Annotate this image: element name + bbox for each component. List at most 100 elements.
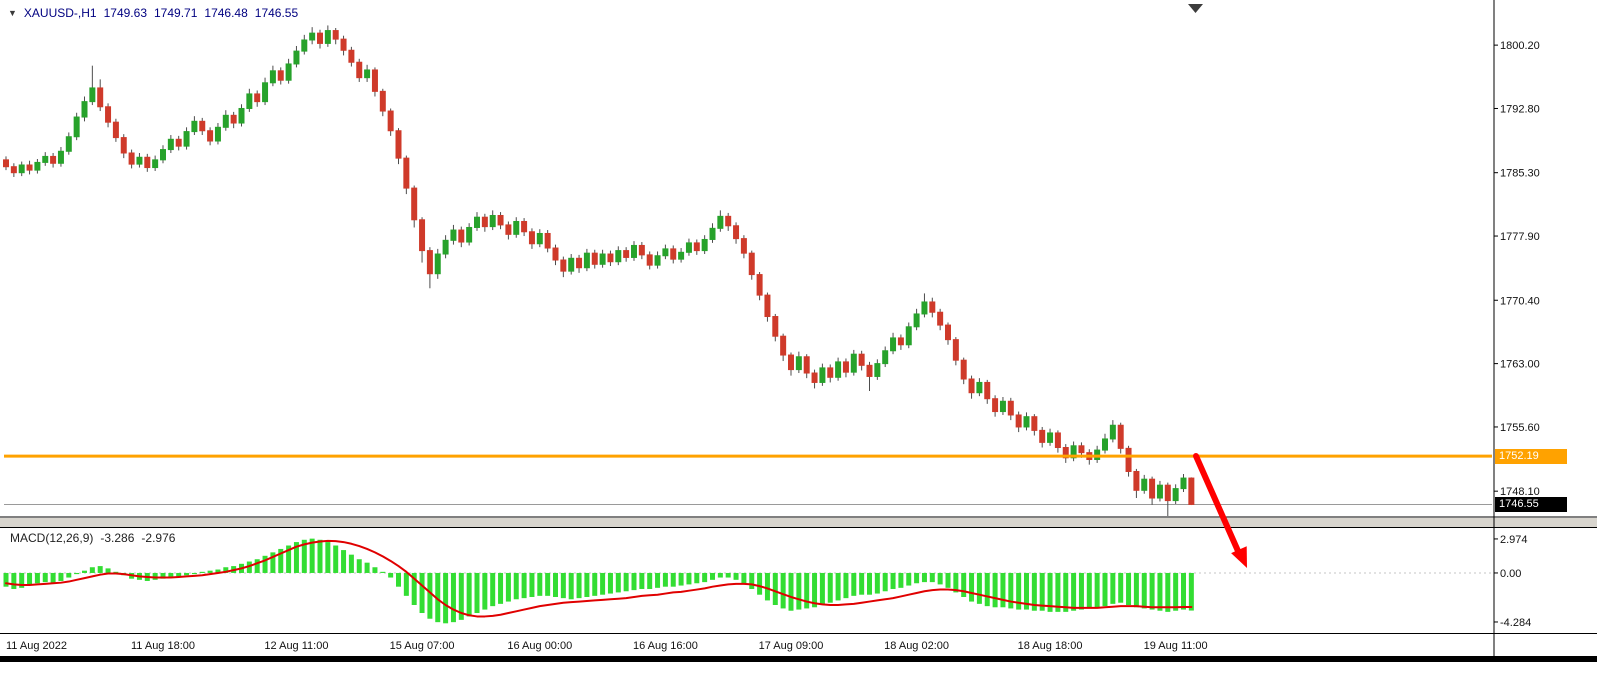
macd-histogram-bar [215,569,221,573]
macd-histogram-bar [435,572,441,623]
macd-histogram-bar [490,572,496,607]
macd-histogram-bar [66,572,72,578]
candle-body [795,356,802,371]
candle-body [152,159,159,169]
macd-histogram-bar [631,572,637,591]
time-axis-label: 12 Aug 11:00 [264,640,328,652]
macd-histogram-bar [317,539,323,573]
candle-body [536,232,543,245]
macd-histogram-bar [694,572,700,584]
macd-histogram-bar [74,572,80,575]
candle-body [112,121,119,139]
macd-histogram-bar [1118,572,1124,603]
candle-body [560,259,567,272]
macd-histogram-bar [710,572,715,580]
macd-histogram-bar [576,572,582,599]
macd-histogram-bar [388,572,394,578]
candle-body [780,335,787,356]
candle-body [615,250,622,263]
candle-body [301,39,308,52]
candle-body [207,130,214,142]
macd-histogram-bar [356,559,362,573]
panel-separator-band[interactable] [0,518,1597,527]
candle-body [89,87,96,103]
candle-body [1133,470,1140,491]
candle-body [26,164,33,171]
macd-indicator-label: MACD(12,26,9) -3.286 -2.976 [10,531,175,545]
macd-histogram-bar [254,559,260,573]
candle-body [175,138,182,147]
candle-body [442,239,449,255]
candle-body [254,93,261,103]
candle-body [340,38,347,51]
macd-histogram-bar [929,572,935,583]
macd-histogram-bar [152,572,158,580]
candle-body [65,136,72,152]
macd-histogram-bar [223,567,229,573]
symbol-dropdown-icon[interactable]: ▼ [8,7,17,18]
candle-body [960,359,967,380]
candle-body [1180,477,1187,490]
macd-histogram-bar [780,572,786,609]
candle-body [897,337,904,346]
macd-axis-label: 0.00 [1500,568,1521,580]
candle-body [128,152,135,165]
candle-body [945,324,951,341]
macd-histogram-bar [293,542,299,573]
macd-histogram-bar [396,572,401,587]
macd-histogram-bar [278,548,284,573]
candle-body [356,61,363,79]
candle-body [34,161,41,171]
candle-body [1109,424,1116,440]
candle-body [97,87,104,108]
chart-shift-marker-icon[interactable] [1188,4,1203,13]
candle-body [1054,432,1061,449]
macd-histogram-bar [3,572,9,587]
candle-body [1141,478,1148,491]
candle-body [921,301,928,315]
candle-body [395,130,402,159]
price-axis-label: 1763.00 [1500,359,1540,371]
macd-histogram-bar [1008,572,1014,609]
macd-histogram-bar [851,572,857,596]
candle-body [882,350,889,365]
macd-histogram-bar [890,572,896,589]
macd-histogram-bar [521,572,527,599]
macd-histogram-bar [741,572,747,584]
macd-histogram-bar [804,572,810,609]
macd-histogram-bar [113,571,119,573]
macd-histogram-bar [812,572,818,608]
candle-body [246,93,253,109]
macd-histogram-bar [584,572,590,597]
candle-body [670,248,677,260]
candle-body [458,229,465,243]
chart-header: ▼ XAUUSD-,H1 1749.63 1749.71 1746.48 174… [8,6,298,20]
macd-histogram-bar [105,568,111,573]
candle-body [717,215,724,229]
macd-histogram-bar [725,572,731,578]
candle-body [968,378,975,394]
trend-arrow-annotation[interactable] [1193,453,1241,554]
candle-body [1149,478,1156,499]
candle-body [81,101,88,118]
macd-histogram-bar [914,572,920,584]
candle-body [481,216,488,228]
candle-body [866,364,873,377]
candle-body [999,400,1006,413]
macd-histogram-bar [545,572,551,596]
macd-histogram-bar [1126,572,1132,605]
symbol-timeframe-label: XAUUSD-,H1 [23,6,97,20]
macd-histogram-bar [411,572,417,605]
candle-body [348,49,355,63]
trend-arrow-head[interactable] [1231,546,1247,568]
candle-body [403,157,410,189]
macd-main-value: -3.286 [100,531,135,545]
macd-histogram-bar [1055,572,1061,612]
candle-body [474,216,480,228]
candle-body [654,255,661,266]
candle-body [3,159,9,168]
candle-body [1062,447,1069,459]
macd-signal-line [5,539,1193,618]
